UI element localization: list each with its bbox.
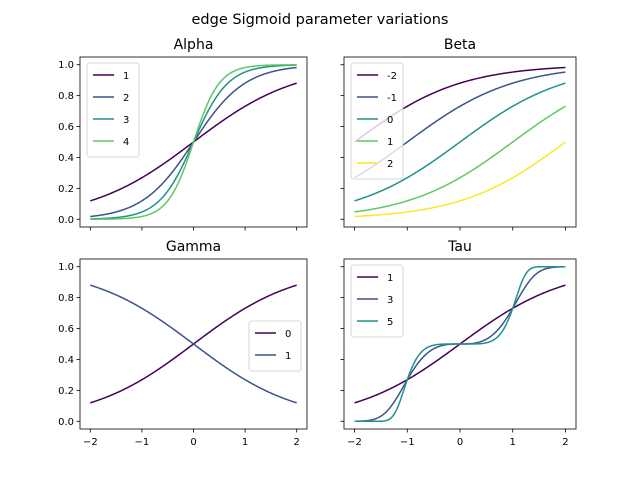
subplot-gamma: Gamma−2 −1 0 1 20.00.20.40.60.81.001 [58,239,308,448]
series-group [90,64,297,220]
y-tick-label: 0.2 [58,386,74,397]
subplot-alpha: Alpha 0.0 0.2 0.4 0.6 0.8 1.0 1 2 3 4 [58,37,308,231]
y-tick-label: 0.4 [58,153,74,164]
subplot-tau: Tau −2 −1 0 1 2 1 3 5 [340,239,577,448]
legend-label: 0 [387,115,393,126]
x-tick-label: 1 [242,437,248,448]
legend-label: 5 [387,317,393,328]
x-tick-label: −2 [83,437,98,448]
legend: 1 2 3 4 [86,62,140,158]
y-tick-label: 0.6 [58,324,74,335]
x-tick-label: 2 [562,437,568,448]
y-tick-label: 0.4 [58,355,74,366]
legend-label: 1 [285,351,291,362]
series-line-2 [354,141,566,218]
legend: 1 3 5 [350,264,404,338]
legend-label: -2 [387,71,397,82]
x-tick-label: 2 [293,437,299,448]
legend-label: 3 [123,115,129,126]
y-tick-label: 0.8 [58,293,74,304]
figure-title: edge Sigmoid parameter variations [192,12,449,28]
legend-label: 1 [123,71,129,82]
legend-label: 3 [387,295,393,306]
y-tick-label: 0.8 [58,91,74,102]
legend-label: 4 [123,137,129,148]
y-tick-label: 0.2 [58,184,74,195]
legend: -2 -1 0 1 2 [350,62,404,180]
subplot-title: Gamma [166,239,221,255]
subplot-title: Tau [447,239,472,255]
legend-label: 0 [285,329,291,340]
subplot-beta: Beta -2 -1 0 1 2 [340,37,577,231]
legend-frame [86,62,140,158]
x-tick-label: −1 [135,437,150,448]
series-group [354,265,566,423]
series-line-5 [354,265,566,423]
x-tick-label: 0 [190,437,196,448]
legend-label: 1 [387,273,393,284]
x-tick-label: 1 [510,437,516,448]
legend-frame [248,320,302,372]
y-tick-label: 0.0 [58,417,74,428]
y-tick-label: 1.0 [58,262,74,273]
legend-label: 1 [387,137,393,148]
legend: 01 [248,320,302,372]
series-line-4 [90,64,297,220]
y-tick-label: 1.0 [58,60,74,71]
legend-frame [350,62,404,180]
subplot-grid: Alpha0.00.20.40.60.81.01234Beta-2-1012Ga… [58,37,577,448]
x-tick-label: −2 [347,437,362,448]
legend-frame [350,264,404,338]
series-line-1 [90,284,297,404]
y-tick-label: 0.0 [58,215,74,226]
subplot-title: Beta [444,37,476,53]
legend-label: 2 [387,159,393,170]
legend-label: -1 [387,93,397,104]
series-line-1 [354,105,566,213]
x-tick-label: 0 [457,437,463,448]
subplot-title: Alpha [174,37,214,53]
series-group [90,284,297,404]
series-line-0 [354,82,566,202]
y-tick-label: 0.6 [58,122,74,133]
x-tick-label: −1 [400,437,415,448]
legend-label: 2 [123,93,129,104]
